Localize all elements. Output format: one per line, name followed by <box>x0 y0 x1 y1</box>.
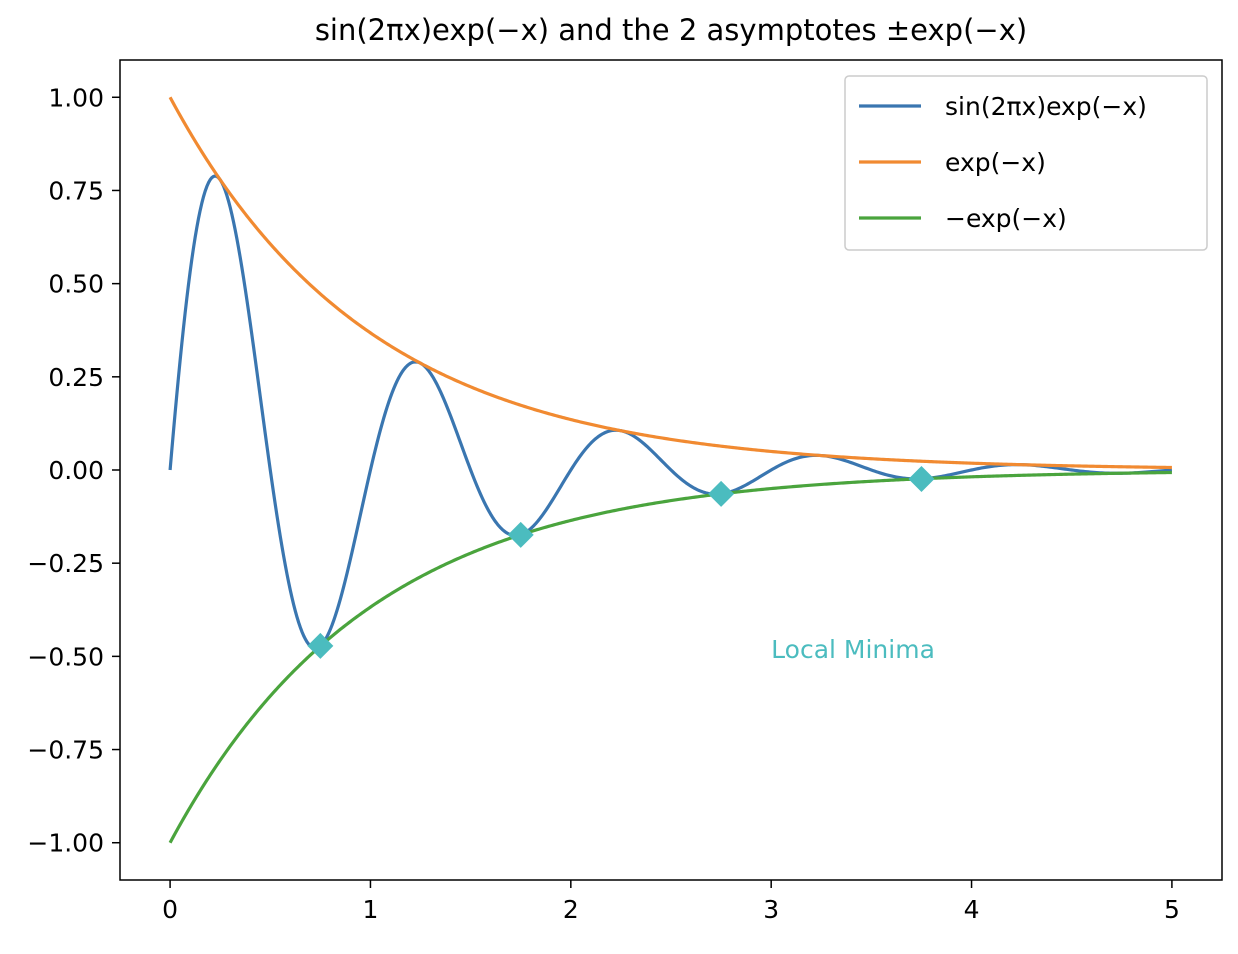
legend-label-1: exp(−x) <box>945 148 1046 177</box>
y-tick-label-7: −0.75 <box>27 736 104 765</box>
x-tick-label-1: 1 <box>363 895 379 924</box>
y-tick-label-8: −1.00 <box>27 829 104 858</box>
x-tick-label-0: 0 <box>162 895 178 924</box>
local-minimum-marker-1 <box>507 521 534 548</box>
y-tick-label-0: 1.00 <box>48 83 104 112</box>
series-line-2 <box>168 470 1172 844</box>
y-tick-label-1: 0.75 <box>48 176 104 205</box>
legend: sin(2πx)exp(−x) exp(−x) −exp(−x) <box>844 75 1208 251</box>
legend-label-0: sin(2πx)exp(−x) <box>945 92 1147 121</box>
y-tick-label-6: −0.50 <box>27 642 104 671</box>
annotation-local-minima: Local Minima <box>771 635 935 664</box>
x-tick-label-5: 5 <box>1164 895 1180 924</box>
y-tick-label-2: 0.50 <box>48 270 104 299</box>
y-tick-label-5: −0.25 <box>27 549 104 578</box>
x-tick-label-2: 2 <box>563 895 579 924</box>
y-axis: 1.00 0.75 0.50 0.25 0.00 −0.25 −0.50 −0.75 −1.00 <box>27 83 120 858</box>
x-tick-label-4: 4 <box>964 895 980 924</box>
x-axis: 0 1 2 3 4 5 <box>162 880 1180 924</box>
local-minimum-marker-2 <box>708 480 735 507</box>
x-tick-label-3: 3 <box>763 895 779 924</box>
series-line-1 <box>168 96 1172 470</box>
legend-box <box>844 75 1208 251</box>
y-tick-label-4: 0.00 <box>48 456 104 485</box>
local-minimum-marker-3 <box>908 465 935 492</box>
plot-area: Local Minima <box>168 96 1173 844</box>
y-tick-label-3: 0.25 <box>48 363 104 392</box>
local-minimum-marker-0 <box>307 632 334 659</box>
chart-title: sin(2πx)exp(−x) and the 2 asymptotes ±ex… <box>315 13 1027 47</box>
legend-label-2: −exp(−x) <box>945 204 1067 233</box>
